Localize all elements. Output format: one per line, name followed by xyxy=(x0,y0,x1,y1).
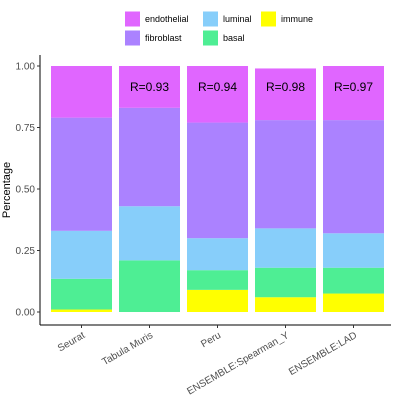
bar-segment-luminal xyxy=(51,230,112,279)
y-tick-label: 0.00 xyxy=(16,308,36,319)
bar-group: R=0.98 xyxy=(255,68,316,312)
bar-segment-immune xyxy=(255,297,316,312)
bar-segment-fibroblast xyxy=(51,117,112,231)
plot-area: R=0.93 R=0.94 R=0.98 R=0.97 xyxy=(51,66,384,312)
bar-annotation: R=0.93 xyxy=(130,80,169,94)
legend-item: fibroblast xyxy=(125,30,182,46)
legend-swatch xyxy=(203,30,218,46)
bar-group: R=0.97 xyxy=(323,66,384,312)
bar-segment-immune xyxy=(187,289,248,312)
legend-swatch xyxy=(125,11,140,27)
legend-label: basal xyxy=(223,33,245,43)
y-tick-label: 0.25 xyxy=(16,246,36,257)
bar-segment-endothelial xyxy=(187,66,248,123)
bar-annotation: R=0.94 xyxy=(198,80,237,94)
legend: endothelial luminal immune fibroblast basal xyxy=(125,11,313,46)
y-axis-title: Percentage xyxy=(1,162,13,218)
bar-segment-luminal xyxy=(255,228,316,268)
x-tick-label: ENSEMBLE:LAD xyxy=(287,330,359,378)
legend-item: luminal xyxy=(203,11,252,27)
legend-label: immune xyxy=(281,14,313,24)
bar-segment-fibroblast xyxy=(187,122,248,239)
bar-segment-basal xyxy=(51,278,112,310)
bar-segment-luminal xyxy=(323,233,384,268)
bar-segment-fibroblast xyxy=(323,120,384,234)
legend-item: endothelial xyxy=(125,11,189,27)
y-tick-label: 1.00 xyxy=(16,62,36,73)
legend-item: basal xyxy=(203,30,245,46)
y-tick-label: 0.75 xyxy=(16,123,36,134)
bar-segment-endothelial xyxy=(51,66,112,118)
legend-label: luminal xyxy=(223,14,252,24)
legend-swatch xyxy=(261,11,276,27)
bar-segment-endothelial xyxy=(255,68,316,121)
bar-segment-basal xyxy=(119,260,180,312)
x-axis: Seurat Tabula Muris PeruENSEMBLE:Spearman_… xyxy=(40,324,391,397)
bar-segment-fibroblast xyxy=(119,107,180,207)
bar-segment-basal xyxy=(187,270,248,290)
legend-swatch xyxy=(203,11,218,27)
bar-segment-fibroblast xyxy=(255,120,316,229)
bar-segment-immune xyxy=(51,309,112,312)
bar-group: R=0.93 xyxy=(119,66,180,312)
x-tick-label: Tabula Muris xyxy=(100,330,155,368)
bar-annotation: R=0.98 xyxy=(266,80,305,94)
legend-swatch xyxy=(125,30,140,46)
bar-segment-endothelial xyxy=(119,66,180,108)
bar-segment-luminal xyxy=(119,206,180,261)
legend-label: fibroblast xyxy=(145,33,182,43)
x-tick-label: Peru xyxy=(199,330,223,350)
legend-label: endothelial xyxy=(145,14,189,24)
bar-group xyxy=(51,66,112,312)
bar-group: R=0.94 xyxy=(187,66,248,312)
bar-segment-endothelial xyxy=(323,66,384,121)
bar-segment-immune xyxy=(323,293,384,312)
bar-segment-basal xyxy=(323,267,384,294)
y-axis: 0.00 0.25 0.50 0.75 1.00 xyxy=(16,55,41,325)
x-tick-label: Seurat xyxy=(56,330,87,354)
bar-segment-basal xyxy=(255,267,316,298)
legend-item: immune xyxy=(261,11,313,27)
bar-segment-luminal xyxy=(187,238,248,271)
y-tick-label: 0.50 xyxy=(16,185,36,196)
bar-annotation: R=0.97 xyxy=(334,80,373,94)
